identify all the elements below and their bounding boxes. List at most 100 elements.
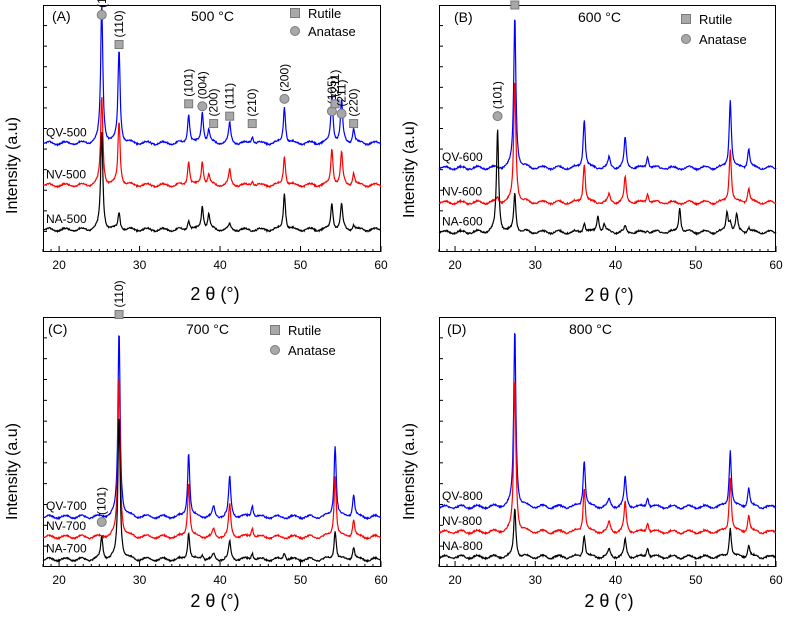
series-label: QV-700 bbox=[46, 499, 87, 513]
x-tick-label: 40 bbox=[609, 258, 623, 272]
panel-label: (D) bbox=[447, 321, 467, 337]
series-label: NA-800 bbox=[442, 539, 483, 553]
series-line bbox=[42, 97, 382, 189]
legend: Rutile Anatase bbox=[290, 4, 356, 40]
peak-label: (004) bbox=[195, 71, 209, 99]
legend-item-anatase: Anatase bbox=[290, 22, 356, 40]
peak-label: (101) bbox=[95, 487, 109, 515]
series-line bbox=[42, 335, 382, 521]
y-axis-label: Intensity (a.u) bbox=[4, 117, 21, 214]
peak-label: (110) bbox=[112, 10, 126, 37]
series-line bbox=[42, 132, 382, 234]
x-tick-label: 50 bbox=[294, 573, 308, 587]
x-tick-label: 60 bbox=[769, 258, 783, 272]
peak-label: (220) bbox=[347, 89, 361, 117]
anatase-marker bbox=[279, 93, 290, 104]
x-tick-label: 60 bbox=[374, 258, 388, 272]
panel-label: (B) bbox=[454, 9, 473, 25]
rutile-marker bbox=[330, 99, 340, 109]
xrd-plot-c: 20 30 40 50 60 QV-700 NV-700 NA-700 (101) (110) bbox=[42, 280, 388, 587]
anatase-marker bbox=[336, 108, 347, 119]
peak-label: (101) bbox=[491, 81, 505, 109]
legend-item-rutile: Rutile bbox=[270, 320, 336, 340]
series-label: QV-800 bbox=[442, 489, 483, 503]
peak-label: (110) bbox=[112, 280, 126, 307]
panel-label: (A) bbox=[52, 8, 71, 24]
anatase-marker bbox=[197, 101, 208, 112]
series-line bbox=[42, 379, 382, 541]
rutile-marker bbox=[247, 119, 257, 129]
x-tick-label: 50 bbox=[689, 258, 703, 272]
series-label: NV-700 bbox=[46, 519, 86, 533]
panel-a: Intensity (a.u) 20 30 40 50 60 QV-500 NV-500 NA… bbox=[0, 0, 395, 310]
peak-label: (111) bbox=[223, 83, 237, 109]
peak-label: (200) bbox=[207, 89, 221, 117]
rutile-marker bbox=[184, 99, 194, 109]
panel-d: Intensity (a.u) 20 30 40 50 60 QV-800 NV-800 NA… bbox=[395, 310, 791, 619]
rutile-marker bbox=[225, 111, 235, 121]
series-line bbox=[438, 19, 777, 172]
x-axis-label: 2 θ (°) bbox=[584, 591, 634, 611]
x-tick-label: 40 bbox=[213, 258, 227, 272]
series-label: QV-500 bbox=[46, 125, 87, 139]
peak-label: (210) bbox=[245, 89, 259, 117]
xrd-plot-a: 20 30 40 50 60 QV-500 NV-500 NA-500 (101) (110) (1… bbox=[42, 0, 388, 272]
series-label: NA-500 bbox=[46, 212, 87, 226]
x-tick-label: 60 bbox=[769, 573, 783, 587]
square-marker-icon bbox=[290, 8, 300, 18]
anatase-marker bbox=[96, 9, 107, 20]
peak-label: (211) bbox=[335, 80, 349, 107]
x-tick-label: 40 bbox=[213, 573, 227, 587]
temperature-label: 800 °C bbox=[569, 321, 612, 337]
x-axis-label: 2 θ (°) bbox=[190, 284, 240, 304]
x-tick-label: 50 bbox=[294, 258, 308, 272]
temperature-label: 600 °C bbox=[578, 9, 621, 25]
series-label: NA-600 bbox=[442, 214, 483, 228]
temperature-label: 500 °C bbox=[191, 8, 234, 24]
legend-item-anatase: Anatase bbox=[681, 29, 747, 49]
panel-b: Intensity (a.u) 20 30 40 50 60 QV-600 NV-600 NA… bbox=[395, 0, 791, 310]
series-line bbox=[438, 332, 777, 511]
panel-c: Intensity (a.u) 20 30 40 50 60 QV-700 NV-700 NA… bbox=[0, 280, 395, 619]
rutile-marker bbox=[114, 40, 124, 50]
x-tick-label: 20 bbox=[448, 258, 462, 272]
square-marker-icon bbox=[681, 14, 691, 24]
series-line bbox=[438, 82, 777, 207]
series-line bbox=[438, 508, 777, 561]
y-axis-label: Intensity (a.u) bbox=[401, 423, 418, 520]
series-line bbox=[42, 6, 382, 147]
circle-marker-icon bbox=[681, 34, 691, 44]
rutile-marker bbox=[114, 310, 124, 319]
x-axis-label: 2 θ (°) bbox=[584, 285, 634, 305]
temperature-label: 700 °C bbox=[186, 321, 229, 337]
x-tick-label: 20 bbox=[52, 573, 66, 587]
x-axis-label: 2 θ (°) bbox=[190, 591, 240, 611]
legend-item-anatase: Anatase bbox=[270, 340, 336, 360]
rutile-marker bbox=[349, 119, 359, 129]
series-label: QV-600 bbox=[442, 150, 483, 164]
legend: Rutile Anatase bbox=[681, 9, 747, 49]
peak-label: (200) bbox=[277, 64, 291, 92]
legend-item-rutile: Rutile bbox=[290, 4, 356, 22]
legend: Rutile Anatase bbox=[270, 320, 336, 360]
x-tick-label: 30 bbox=[529, 573, 543, 587]
x-tick-label: 20 bbox=[52, 258, 66, 272]
x-tick-label: 60 bbox=[374, 573, 388, 587]
series-label: NV-500 bbox=[46, 167, 86, 181]
y-axis-label: Intensity (a.u) bbox=[4, 423, 21, 520]
xrd-plot-d: 20 30 40 50 60 QV-800 NV-800 NA-800 bbox=[438, 332, 783, 587]
x-tick-label: 40 bbox=[609, 573, 623, 587]
peak-label: (105) bbox=[325, 76, 339, 104]
series-label: NV-600 bbox=[442, 185, 482, 199]
peak-label: (101) bbox=[182, 69, 196, 97]
series-line bbox=[438, 129, 777, 236]
rutile-marker bbox=[510, 0, 520, 10]
legend-item-rutile: Rutile bbox=[681, 9, 747, 29]
x-tick-label: 30 bbox=[133, 258, 147, 272]
anatase-marker bbox=[96, 517, 107, 527]
x-tick-label: 30 bbox=[529, 258, 543, 272]
circle-marker-icon bbox=[270, 345, 280, 355]
rutile-marker bbox=[209, 119, 219, 129]
x-tick-label: 20 bbox=[448, 573, 462, 587]
